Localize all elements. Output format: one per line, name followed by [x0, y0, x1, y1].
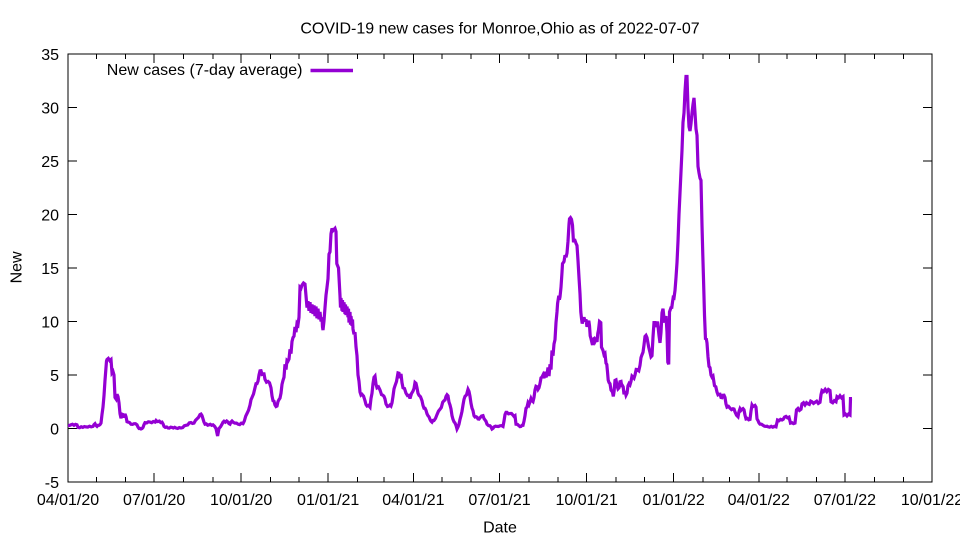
svg-text:10/01/21: 10/01/21: [555, 492, 617, 509]
svg-text:30: 30: [41, 100, 59, 117]
svg-text:COVID-19 new cases for Monroe,: COVID-19 new cases for Monroe,Ohio as of…: [300, 21, 699, 38]
svg-text:07/01/21: 07/01/21: [468, 492, 530, 509]
svg-text:10/01/22: 10/01/22: [901, 492, 960, 509]
svg-text:01/01/21: 01/01/21: [297, 492, 359, 509]
svg-text:15: 15: [41, 261, 59, 278]
svg-text:04/01/22: 04/01/22: [728, 492, 790, 509]
svg-text:04/01/20: 04/01/20: [37, 492, 99, 509]
svg-text:20: 20: [41, 207, 59, 224]
svg-text:Date: Date: [483, 520, 517, 537]
svg-text:35: 35: [41, 47, 59, 64]
svg-text:25: 25: [41, 154, 59, 171]
svg-text:New cases (7-day average): New cases (7-day average): [107, 62, 303, 79]
svg-text:New: New: [9, 251, 26, 283]
svg-text:-5: -5: [45, 475, 59, 492]
svg-text:0: 0: [50, 421, 59, 438]
svg-text:01/01/22: 01/01/22: [643, 492, 705, 509]
svg-text:10/01/20: 10/01/20: [210, 492, 272, 509]
svg-text:07/01/22: 07/01/22: [814, 492, 876, 509]
svg-text:04/01/21: 04/01/21: [382, 492, 444, 509]
svg-text:10: 10: [41, 314, 59, 331]
svg-text:5: 5: [50, 368, 59, 385]
svg-text:07/01/20: 07/01/20: [123, 492, 185, 509]
